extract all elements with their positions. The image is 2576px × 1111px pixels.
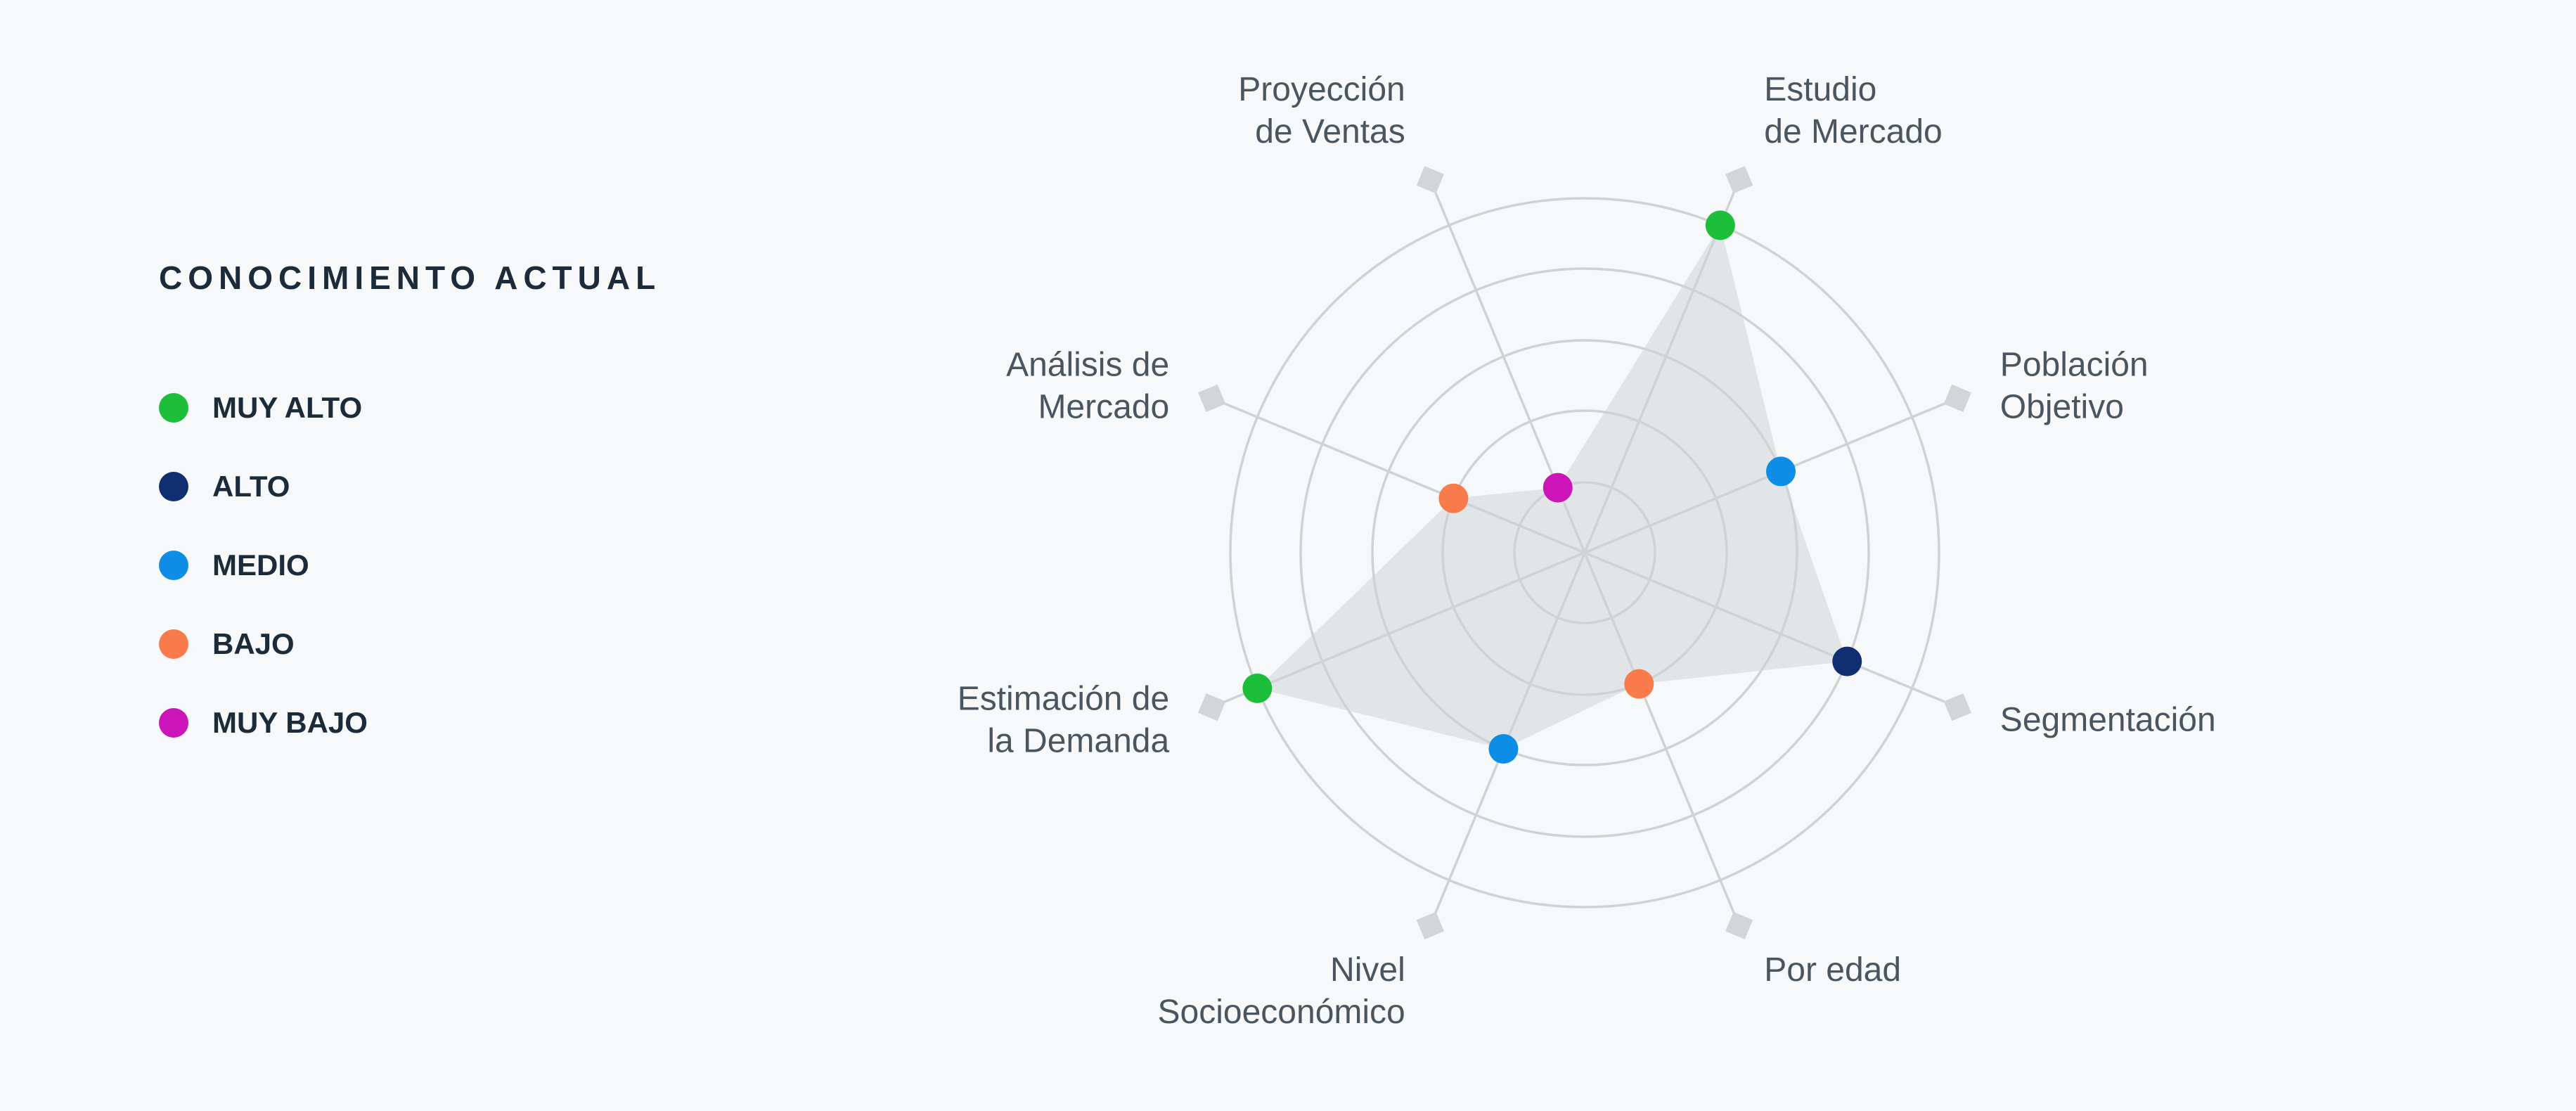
legend-label: MUY BAJO: [212, 706, 368, 739]
axis-label: Análisis de Mercado: [1006, 347, 1169, 426]
legend: CONOCIMIENTO ACTUAL MUY ALTO ALTO MEDIO BAJ…: [159, 259, 661, 782]
axis-label-line: Mercado: [1038, 389, 1169, 426]
axis-label: Nivel Socioeconómico: [1158, 951, 1405, 1031]
legend-item: MUY ALTO: [159, 388, 661, 428]
legend-item: ALTO: [159, 467, 661, 506]
axis-label-line: Proyección: [1238, 71, 1405, 108]
axis-label-line: Socioeconómico: [1158, 994, 1405, 1031]
axis-label-line: Población: [2000, 347, 2149, 384]
data-point: [1832, 646, 1862, 676]
axis-end-marker: [1725, 166, 1753, 194]
legend-item: MUY BAJO: [159, 703, 661, 743]
axis-label-line: de Mercado: [1764, 113, 1942, 150]
grid-ring-4: [1299, 267, 1870, 838]
axis-label: Segmentación: [2000, 701, 2216, 738]
axis-end-marker: [1943, 693, 1971, 721]
axis-spoke: [1220, 401, 1585, 554]
axis-label: Estudio de Mercado: [1764, 71, 1942, 150]
legend-label: ALTO: [212, 470, 290, 503]
axis-label-line: Nivel: [1330, 951, 1405, 989]
axis-label-line: Estudio: [1764, 71, 1876, 108]
axis-label-line: Estimación de: [958, 680, 1169, 717]
data-point: [1242, 673, 1273, 703]
data-point: [1624, 669, 1654, 699]
axis-end-marker: [1725, 911, 1753, 939]
axis-spoke: [1584, 401, 1950, 554]
grid-ring-3: [1371, 339, 1798, 766]
grid-ring-5: [1229, 197, 1940, 908]
axis-end-marker: [1198, 693, 1226, 721]
data-point: [1488, 734, 1519, 764]
axis-label-line: Segmentación: [2000, 701, 2216, 738]
data-point: [1438, 483, 1469, 513]
legend-title: CONOCIMIENTO ACTUAL: [159, 259, 662, 296]
axis-label-line: de Ventas: [1255, 113, 1405, 150]
axis-end-marker: [1943, 384, 1971, 412]
legend-label: MUY ALTO: [212, 391, 363, 424]
grid-ring-2: [1441, 409, 1728, 696]
grid-ring-1: [1513, 481, 1656, 624]
legend-label: BAJO: [212, 627, 295, 660]
legend-dot: [159, 551, 188, 580]
axis-label: Por edad: [1764, 951, 1901, 989]
axis-end-marker: [1416, 911, 1444, 939]
axis-label-line: la Demanda: [987, 722, 1169, 759]
axis-spoke: [1584, 551, 1950, 705]
legend-dot: [159, 393, 188, 423]
axis-spoke: [1433, 552, 1586, 918]
axis-label-line: Por edad: [1764, 951, 1901, 989]
axis-label: Proyección de Ventas: [1238, 71, 1405, 150]
data-point: [1705, 210, 1735, 240]
radar-area: [1257, 225, 1848, 750]
legend-dot: [159, 708, 188, 738]
legend-label: MEDIO: [212, 548, 309, 582]
axis-spoke: [1583, 552, 1737, 918]
axis-end-marker: [1416, 166, 1444, 194]
legend-item: BAJO: [159, 624, 661, 664]
axis-end-marker: [1198, 384, 1226, 412]
data-point: [1766, 456, 1796, 487]
legend-item: MEDIO: [159, 546, 661, 585]
axis-label: Estimación de la Demanda: [958, 680, 1170, 759]
legend-dot: [159, 629, 188, 659]
axis-label-line: Objetivo: [2000, 389, 2124, 426]
legend-items: MUY ALTO ALTO MEDIO BAJO MUY BAJO: [159, 388, 661, 743]
axis-label-line: Análisis de: [1006, 347, 1169, 384]
data-point: [1543, 473, 1573, 503]
axis-spoke: [1583, 188, 1737, 553]
axis-label: Población Objetivo: [2000, 347, 2149, 426]
axis-spoke: [1220, 551, 1585, 705]
legend-dot: [159, 472, 188, 501]
